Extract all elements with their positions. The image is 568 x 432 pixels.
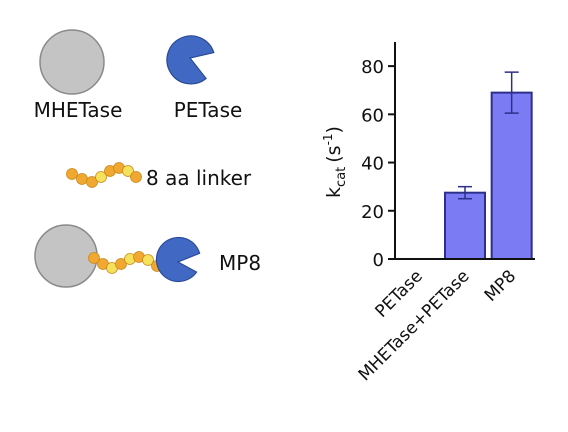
linker-bead xyxy=(88,252,100,264)
x-tick-label: MP8 xyxy=(481,266,520,305)
linker-bead xyxy=(86,176,98,188)
bar xyxy=(490,91,533,260)
linker-bead xyxy=(76,173,88,185)
y-axis-title-superscript: -1 xyxy=(321,133,335,145)
linker-bead xyxy=(95,171,107,183)
y-tick-label: 40 xyxy=(361,154,384,175)
petase-domain-icon xyxy=(166,35,215,85)
mhetase-label: MHETase xyxy=(34,98,123,122)
bars xyxy=(444,71,533,260)
y-axis-ticks: 0 20 40 60 80 xyxy=(361,57,395,271)
y-tick-label: 60 xyxy=(361,105,384,126)
linker-bead xyxy=(142,254,154,266)
y-axis-title-unit-close: ) xyxy=(323,126,345,133)
mp8-mhetase-domain-icon xyxy=(34,224,98,288)
y-axis-title-k: k xyxy=(323,187,345,198)
linker-chain-icon xyxy=(66,162,142,188)
y-axis-title-subscript: cat xyxy=(334,167,349,187)
mp8-linker-icon xyxy=(88,251,163,274)
linker-bead xyxy=(130,171,142,183)
y-axis-title-unit: (s xyxy=(323,145,345,162)
mp8-label: MP8 xyxy=(219,251,261,275)
bar xyxy=(444,191,486,260)
linker-bead xyxy=(122,165,134,177)
y-tick-label: 80 xyxy=(361,57,384,78)
mhetase-domain-icon xyxy=(39,29,105,95)
y-tick-label: 0 xyxy=(373,250,384,271)
mp8-petase-domain-icon xyxy=(155,236,201,282)
petase-label: PETase xyxy=(174,98,243,122)
linker-bead xyxy=(66,168,78,180)
linker-label: 8 aa linker xyxy=(146,166,252,190)
y-tick-label: 20 xyxy=(361,202,384,223)
mp8-construct-icon xyxy=(34,224,201,288)
linker-bead xyxy=(115,258,127,270)
y-axis-title: kcat (s-1) xyxy=(321,126,349,198)
